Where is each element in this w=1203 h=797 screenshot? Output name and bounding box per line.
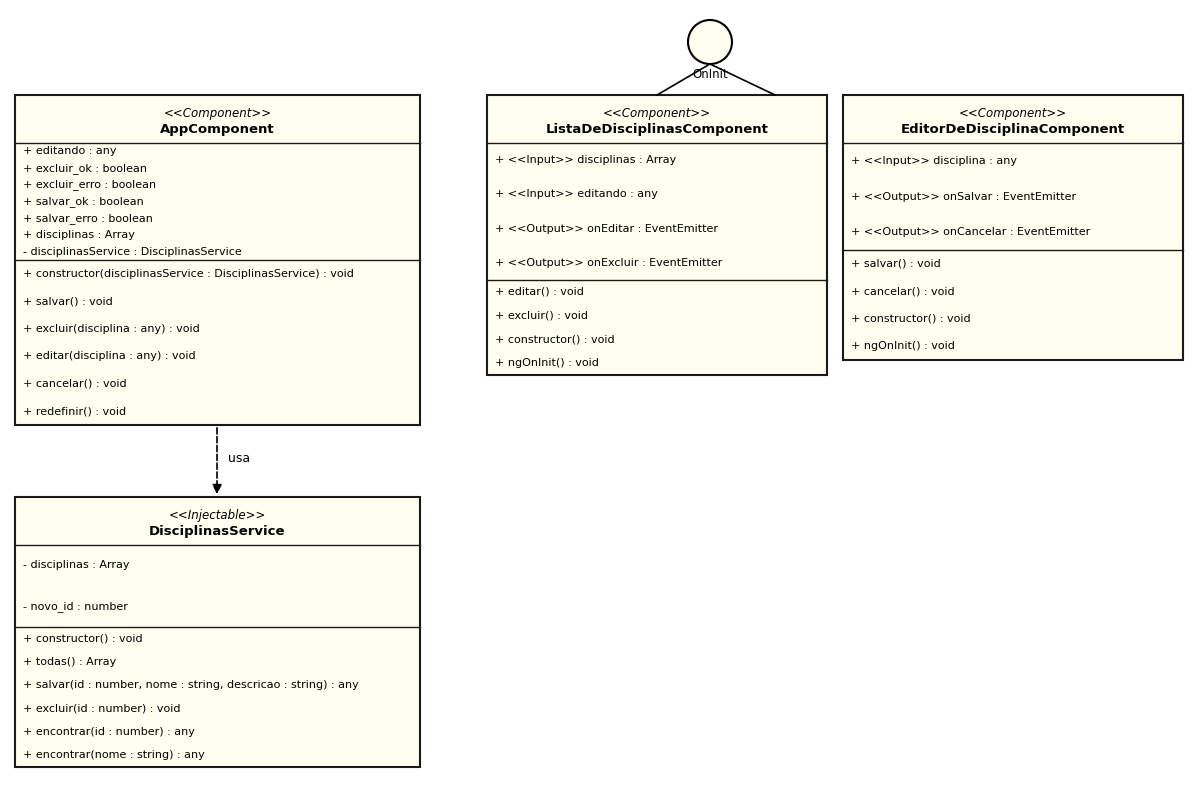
Text: ListaDeDisciplinasComponent: ListaDeDisciplinasComponent bbox=[546, 123, 769, 136]
Text: + editar() : void: + editar() : void bbox=[494, 287, 583, 296]
Bar bbox=[487, 95, 826, 375]
Text: + constructor(disciplinasService : DisciplinasService) : void: + constructor(disciplinasService : Disci… bbox=[23, 269, 354, 279]
Text: + cancelar() : void: + cancelar() : void bbox=[851, 286, 955, 296]
Text: EditorDeDisciplinaComponent: EditorDeDisciplinaComponent bbox=[901, 123, 1125, 136]
Text: + <<Input>> disciplina : any: + <<Input>> disciplina : any bbox=[851, 156, 1017, 166]
Bar bbox=[14, 95, 420, 425]
Text: + excluir_erro : boolean: + excluir_erro : boolean bbox=[23, 179, 156, 190]
Bar bbox=[843, 95, 1183, 360]
Text: AppComponent: AppComponent bbox=[160, 123, 274, 136]
Circle shape bbox=[688, 20, 731, 64]
Bar bbox=[14, 497, 420, 767]
Text: + salvar_erro : boolean: + salvar_erro : boolean bbox=[23, 213, 153, 224]
Text: + excluir_ok : boolean: + excluir_ok : boolean bbox=[23, 163, 147, 174]
Text: + excluir() : void: + excluir() : void bbox=[494, 311, 588, 320]
Text: - disciplinasService : DisciplinasService: - disciplinasService : DisciplinasServic… bbox=[23, 246, 242, 257]
Text: <<Injectable>>: <<Injectable>> bbox=[168, 508, 266, 522]
Text: + encontrar(id : number) : any: + encontrar(id : number) : any bbox=[23, 727, 195, 737]
Text: + <<Output>> onEditar : EventEmitter: + <<Output>> onEditar : EventEmitter bbox=[494, 224, 718, 234]
Text: usa: usa bbox=[229, 451, 250, 465]
Text: + cancelar() : void: + cancelar() : void bbox=[23, 379, 126, 389]
Text: <<Component>>: <<Component>> bbox=[603, 107, 711, 120]
Text: + ngOnInit() : void: + ngOnInit() : void bbox=[851, 341, 955, 351]
Text: + excluir(disciplina : any) : void: + excluir(disciplina : any) : void bbox=[23, 324, 200, 334]
Text: + disciplinas : Array: + disciplinas : Array bbox=[23, 230, 135, 240]
Text: + <<Output>> onExcluir : EventEmitter: + <<Output>> onExcluir : EventEmitter bbox=[494, 258, 722, 268]
Text: + <<Output>> onCancelar : EventEmitter: + <<Output>> onCancelar : EventEmitter bbox=[851, 227, 1090, 238]
Text: + editar(disciplina : any) : void: + editar(disciplina : any) : void bbox=[23, 351, 196, 361]
Text: + redefinir() : void: + redefinir() : void bbox=[23, 406, 126, 416]
Text: + excluir(id : number) : void: + excluir(id : number) : void bbox=[23, 704, 180, 713]
Text: + salvar() : void: + salvar() : void bbox=[851, 259, 941, 269]
Text: + constructor() : void: + constructor() : void bbox=[851, 314, 971, 324]
Text: DisciplinasService: DisciplinasService bbox=[149, 525, 286, 538]
Text: + salvar_ok : boolean: + salvar_ok : boolean bbox=[23, 196, 143, 207]
Text: + salvar(id : number, nome : string, descricao : string) : any: + salvar(id : number, nome : string, des… bbox=[23, 681, 358, 690]
Text: <<Component>>: <<Component>> bbox=[164, 107, 272, 120]
Text: + <<Input>> editando : any: + <<Input>> editando : any bbox=[494, 190, 658, 199]
Text: + encontrar(nome : string) : any: + encontrar(nome : string) : any bbox=[23, 750, 205, 760]
Text: + constructor() : void: + constructor() : void bbox=[23, 634, 143, 644]
Text: <<Component>>: <<Component>> bbox=[959, 107, 1067, 120]
Text: - novo_id : number: - novo_id : number bbox=[23, 601, 128, 612]
Text: + todas() : Array: + todas() : Array bbox=[23, 657, 117, 667]
Text: + ngOnInit() : void: + ngOnInit() : void bbox=[494, 358, 599, 368]
Text: + editando : any: + editando : any bbox=[23, 147, 117, 156]
Text: + salvar() : void: + salvar() : void bbox=[23, 296, 113, 306]
Text: + constructor() : void: + constructor() : void bbox=[494, 335, 615, 344]
Text: OnInit: OnInit bbox=[692, 68, 728, 81]
Text: + <<Output>> onSalvar : EventEmitter: + <<Output>> onSalvar : EventEmitter bbox=[851, 191, 1077, 202]
Text: + <<Input>> disciplinas : Array: + <<Input>> disciplinas : Array bbox=[494, 155, 676, 165]
Text: - disciplinas : Array: - disciplinas : Array bbox=[23, 560, 130, 571]
